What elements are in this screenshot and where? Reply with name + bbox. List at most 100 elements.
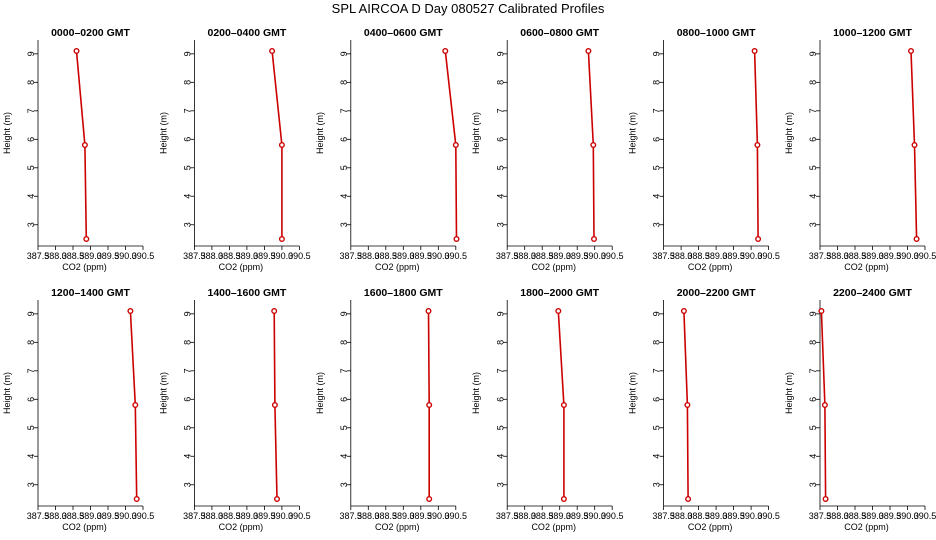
x-tick-label: 390.5: [288, 511, 311, 521]
y-tick-label: 8: [339, 340, 349, 345]
y-tick-label: 9: [26, 311, 36, 316]
y-tick-label: 6: [339, 137, 349, 142]
y-tick-label: 9: [808, 311, 818, 316]
y-tick-label: 7: [339, 368, 349, 373]
y-tick-label: 6: [495, 397, 505, 402]
x-tick-label: 389.0: [705, 251, 728, 261]
x-tick-label: 389.5: [253, 511, 276, 521]
x-tick-label: 388.5: [62, 511, 85, 521]
y-tick-label: 8: [183, 80, 193, 85]
y-tick-label: 4: [652, 194, 662, 199]
y-tick-label: 7: [808, 368, 818, 373]
x-axis-label: CO2 (ppm): [375, 522, 420, 532]
panel-title: 1200–1400 GMT: [51, 287, 130, 299]
y-tick-label: 8: [652, 340, 662, 345]
x-tick-label: 388.0: [357, 251, 380, 261]
x-tick-label: 387.5: [809, 511, 832, 521]
y-tick-label: 4: [808, 454, 818, 459]
data-point: [560, 496, 567, 503]
y-tick-label: 5: [495, 425, 505, 430]
x-tick-label: 387.5: [496, 511, 519, 521]
data-point: [73, 48, 80, 55]
data-point: [591, 235, 598, 242]
y-tick-label: 9: [495, 311, 505, 316]
x-tick-label: 388.5: [844, 511, 867, 521]
y-tick-label: 9: [339, 51, 349, 56]
y-tick-label: 3: [339, 482, 349, 487]
y-tick-label: 4: [339, 454, 349, 459]
y-axis-label: Height (m): [2, 112, 12, 154]
y-tick-label: 6: [652, 397, 662, 402]
x-tick-label: 387.5: [496, 251, 519, 261]
x-tick-label: 388.5: [218, 251, 241, 261]
y-tick-label: 8: [495, 340, 505, 345]
x-tick-label: 388.5: [531, 251, 554, 261]
x-tick-label: 390.0: [427, 251, 450, 261]
y-tick-label: 7: [183, 108, 193, 113]
y-tick-label: 5: [183, 165, 193, 170]
panel-title: 1000–1200 GMT: [833, 27, 912, 39]
y-tick-label: 5: [26, 425, 36, 430]
y-axis-label: Height (m): [628, 372, 638, 414]
data-point: [133, 496, 140, 503]
x-tick-label: 390.5: [914, 251, 936, 261]
y-tick-label: 7: [652, 108, 662, 113]
x-axis-label: CO2 (ppm): [375, 262, 420, 272]
x-tick-label: 390.0: [271, 251, 294, 261]
y-tick-label: 3: [183, 482, 193, 487]
y-tick-label: 8: [808, 340, 818, 345]
y-tick-label: 9: [26, 51, 36, 56]
y-tick-label: 5: [652, 165, 662, 170]
x-tick-label: 389.0: [705, 511, 728, 521]
data-point: [555, 308, 562, 315]
x-tick-label: 390.5: [914, 511, 936, 521]
profile-panel-9: 1600–1800 GMT387.5388.0388.5389.0389.539…: [315, 287, 467, 532]
data-point: [754, 141, 761, 148]
x-tick-label: 389.5: [566, 511, 589, 521]
y-tick-label: 8: [183, 340, 193, 345]
y-tick-label: 9: [183, 311, 193, 316]
y-tick-label: 5: [339, 165, 349, 170]
x-tick-label: 390.5: [445, 251, 468, 261]
panel-title: 1400–1600 GMT: [207, 287, 286, 299]
data-point: [911, 141, 918, 148]
x-tick-label: 388.0: [826, 251, 849, 261]
data-point: [269, 48, 276, 55]
x-tick-label: 390.0: [583, 511, 606, 521]
y-tick-label: 3: [808, 482, 818, 487]
y-axis-label: Height (m): [2, 372, 12, 414]
x-axis-label: CO2 (ppm): [531, 262, 576, 272]
y-tick-label: 9: [495, 51, 505, 56]
x-tick-label: 389.0: [392, 511, 415, 521]
x-tick-label: 390.0: [427, 511, 450, 521]
x-tick-label: 389.5: [97, 511, 120, 521]
x-tick-label: 387.5: [652, 511, 675, 521]
x-tick-label: 388.0: [513, 511, 536, 521]
y-axis-label: Height (m): [628, 112, 638, 154]
data-point: [132, 402, 139, 409]
y-tick-label: 7: [652, 368, 662, 373]
y-axis-label: Height (m): [315, 112, 325, 154]
data-point: [913, 235, 920, 242]
x-tick-label: 390.5: [601, 251, 624, 261]
data-point: [426, 496, 433, 503]
y-tick-label: 3: [495, 482, 505, 487]
data-point: [755, 235, 762, 242]
profile-panel-2: 0200–0400 GMT387.5388.0388.5389.0389.539…: [158, 27, 310, 272]
data-point: [821, 402, 828, 409]
x-tick-label: 388.5: [375, 511, 398, 521]
x-tick-label: 389.5: [410, 251, 433, 261]
y-tick-label: 6: [26, 137, 36, 142]
y-tick-label: 7: [495, 108, 505, 113]
x-tick-label: 388.0: [44, 511, 67, 521]
x-tick-label: 390.0: [114, 511, 137, 521]
y-tick-label: 5: [26, 165, 36, 170]
x-tick-label: 390.5: [132, 251, 155, 261]
y-tick-label: 4: [183, 454, 193, 459]
x-tick-label: 387.5: [340, 511, 363, 521]
x-axis-label: CO2 (ppm): [844, 522, 889, 532]
x-tick-label: 390.0: [114, 251, 137, 261]
y-tick-label: 9: [808, 51, 818, 56]
data-point: [271, 308, 278, 315]
y-tick-label: 5: [183, 425, 193, 430]
